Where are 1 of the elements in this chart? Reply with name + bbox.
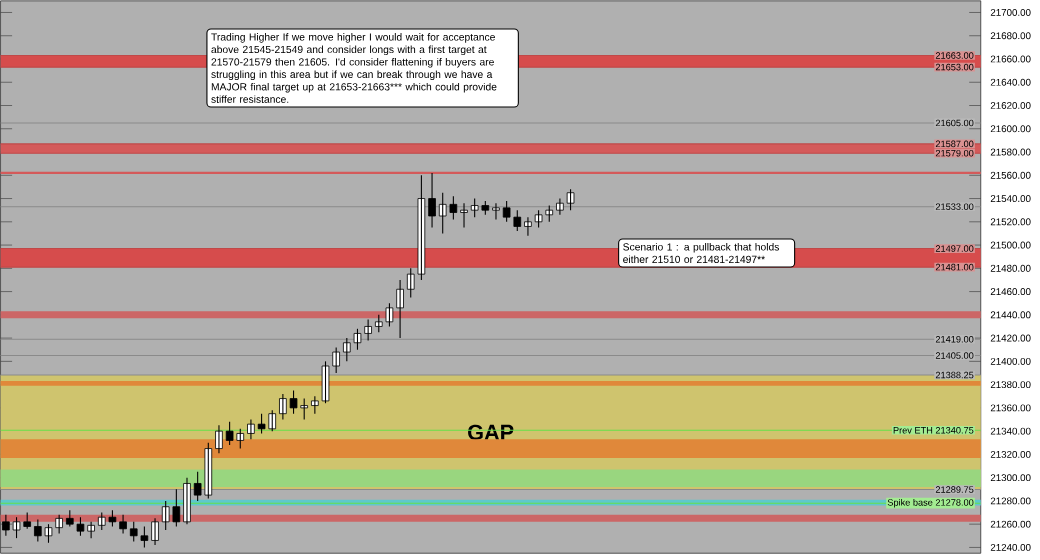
band-label: GAP bbox=[468, 424, 514, 440]
